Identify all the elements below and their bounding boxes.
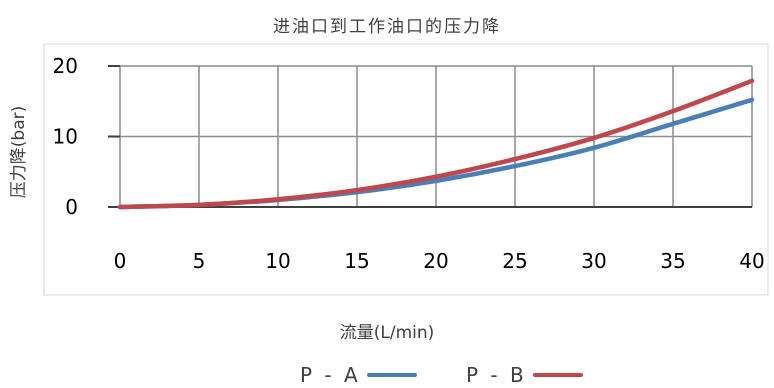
legend-label-p-b: P - B xyxy=(466,363,527,387)
y-tick-label: 10 xyxy=(53,125,78,149)
x-tick-label: 10 xyxy=(265,249,290,273)
x-tick-label: 25 xyxy=(502,249,527,273)
x-tick-label: 20 xyxy=(423,249,448,273)
x-tick-label: 15 xyxy=(344,249,369,273)
x-tick-label: 5 xyxy=(193,249,206,273)
x-tick-label: 30 xyxy=(581,249,606,273)
legend-swatch-p-b xyxy=(532,373,583,377)
legend-item-p-b: P - B xyxy=(466,362,583,388)
x-tick-label: 35 xyxy=(660,249,685,273)
series-line-p-b xyxy=(117,78,755,210)
y-tick-label: 20 xyxy=(53,54,78,78)
legend-swatch-p-a xyxy=(366,373,417,377)
plot-frame xyxy=(43,43,769,296)
legend: P - A P - B xyxy=(0,362,774,388)
x-axis-label: 流量(L/min) xyxy=(339,323,435,343)
y-tick-label: 0 xyxy=(65,195,78,219)
legend-item-p-a: P - A xyxy=(300,362,417,388)
x-tick-label: 40 xyxy=(739,249,764,273)
x-tick-label: 0 xyxy=(114,249,127,273)
y-axis-label: 压力降(bar) xyxy=(9,106,29,198)
chart-title: 进油口到工作油口的压力降 xyxy=(273,17,501,37)
legend-label-p-a: P - A xyxy=(300,363,361,387)
